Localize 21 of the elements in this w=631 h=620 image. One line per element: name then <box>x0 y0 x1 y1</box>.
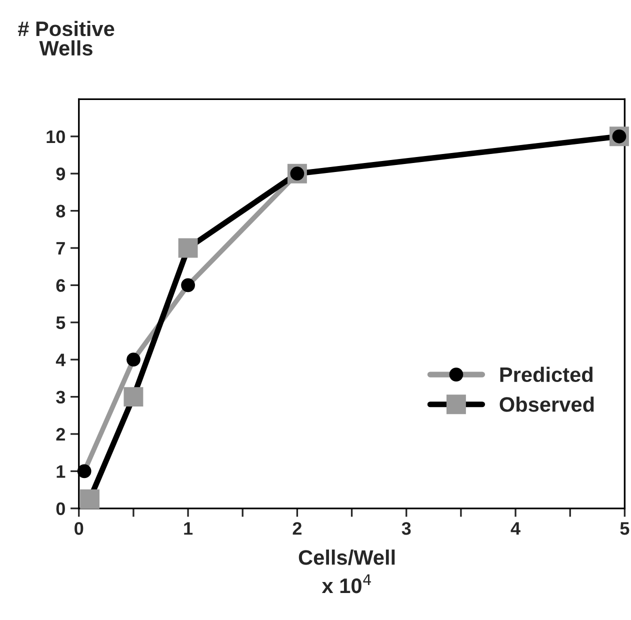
y-tick-label: 6 <box>56 279 66 292</box>
x-tick-label: 0 <box>74 522 84 535</box>
y-tick-label: 3 <box>56 390 66 404</box>
y-tick-label: 2 <box>56 428 65 441</box>
y-tick-label: 7 <box>56 242 65 255</box>
y-axis-title: # Positive Wells <box>18 20 114 56</box>
x-tick-label: 5 <box>620 522 630 535</box>
y-tick-label: 9 <box>56 168 66 180</box>
x-axis-title: Cells/Well x 10$^{4}$ <box>298 550 395 594</box>
y-tick-label: 5 <box>56 316 66 330</box>
y-tick-label: 1 <box>56 465 66 478</box>
y-tick-label: 0 <box>56 502 65 516</box>
y-tick-label: 10 <box>46 130 65 144</box>
x-tick-label: 4 <box>510 522 520 535</box>
x-tick-label: 1 <box>184 522 193 535</box>
y-tick-label: 4 <box>56 354 66 366</box>
legend-label: Observed <box>500 396 594 412</box>
x-tick-label: 3 <box>402 522 411 535</box>
legend-label: Predicted <box>500 366 592 382</box>
y-tick-label: 8 <box>56 204 66 218</box>
x-tick-label: 2 <box>292 522 302 535</box>
